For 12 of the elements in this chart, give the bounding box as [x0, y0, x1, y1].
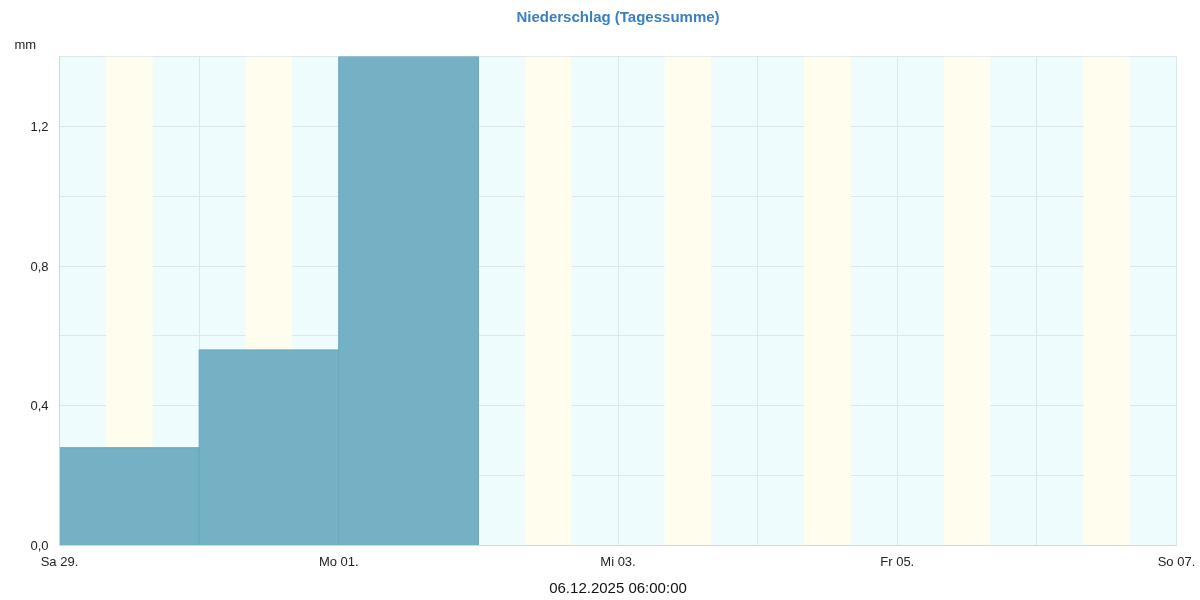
x-tick-label: So 07.	[1157, 553, 1196, 569]
x-tick-label: Mi 03.	[600, 553, 636, 569]
text: 06.12.2025 06:00:00	[549, 578, 687, 596]
chart-title: Niederschlag (Tagessumme)	[516, 7, 720, 25]
y-axis-title: mm	[14, 36, 37, 52]
x-tick-label: Sa 29.	[40, 553, 79, 569]
x-tick-label: Mo 01.	[318, 553, 359, 569]
y-tick-label: 0,4	[30, 398, 49, 414]
y-tick-label: 0,0	[30, 538, 49, 553]
y-tick-label: 1,2	[30, 118, 49, 134]
y-tick-label: 0,8	[30, 258, 49, 274]
x-tick-label: Fr 05.	[880, 553, 915, 569]
